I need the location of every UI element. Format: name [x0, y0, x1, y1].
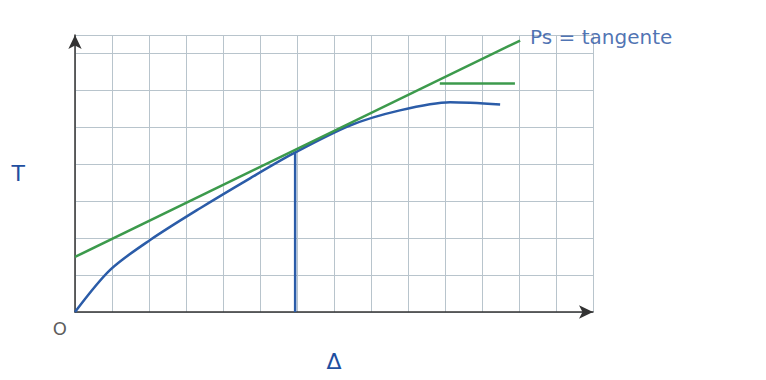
svg-text:Δ: Δ: [326, 349, 341, 374]
svg-text:T: T: [11, 161, 26, 186]
svg-text:Ps = tangente: Ps = tangente: [530, 25, 672, 49]
svg-text:O: O: [53, 318, 67, 339]
